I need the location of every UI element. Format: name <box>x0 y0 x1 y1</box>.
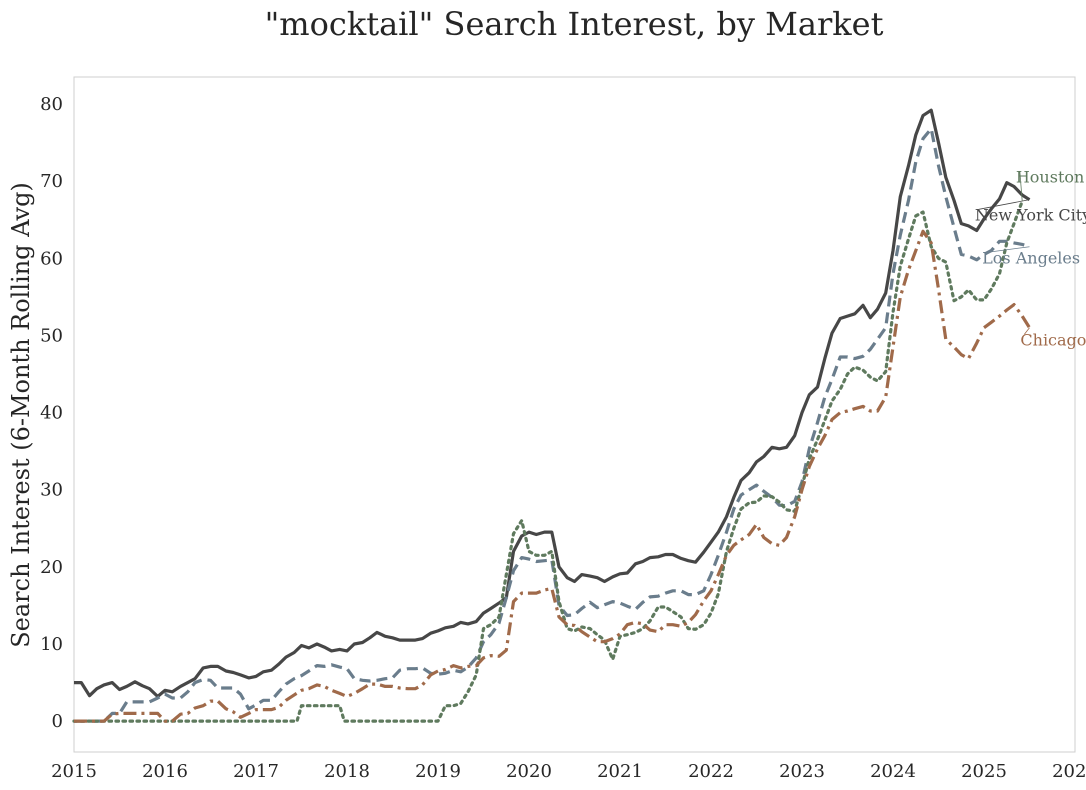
leader-line-houston <box>1019 171 1023 202</box>
leader-line-new-york-city <box>978 199 1030 210</box>
y-tick-label-30: 30 <box>40 480 63 501</box>
series-line-new-york-city <box>74 108 1031 699</box>
x-tick-label-2017: 2017 <box>233 761 279 782</box>
y-tick-label-40: 40 <box>40 403 63 424</box>
x-tick-label-2016: 2016 <box>142 761 188 782</box>
y-tick-label-80: 80 <box>40 94 63 115</box>
series-line-chicago <box>74 229 1031 723</box>
y-tick-label-70: 70 <box>40 171 63 192</box>
x-tick-label-2026: 2026 <box>1052 761 1086 782</box>
x-tick-label-2023: 2023 <box>779 761 825 782</box>
x-tick-label-2019: 2019 <box>415 761 461 782</box>
series-label-los-angeles: Los Angeles <box>982 249 1080 268</box>
y-tick-label-0: 0 <box>52 711 63 732</box>
x-tick-label-2015: 2015 <box>51 761 97 782</box>
y-tick-label-10: 10 <box>40 634 63 655</box>
y-tick-label-20: 20 <box>40 557 63 578</box>
series-label-houston: Houston <box>1016 168 1084 187</box>
x-tick-label-2020: 2020 <box>506 761 552 782</box>
series-label-chicago: Chicago <box>1020 330 1086 349</box>
series-label-new-york-city: New York City <box>975 205 1086 224</box>
x-tick-label-2021: 2021 <box>597 761 643 782</box>
y-tick-label-50: 50 <box>40 325 63 346</box>
leader-line-chicago <box>1024 327 1030 335</box>
series-line-los-angeles <box>74 127 1030 723</box>
x-tick-label-2025: 2025 <box>961 761 1007 782</box>
y-tick-labels: 0 10 20 30 40 50 60 70 80 <box>40 94 63 732</box>
x-tick-label-2022: 2022 <box>688 761 734 782</box>
y-tick-label-60: 60 <box>40 248 63 269</box>
leader-line-los-angeles <box>986 246 1030 253</box>
series-labels: New York City Los Angeles Houston Chicago <box>975 168 1086 350</box>
chart-title: "mocktail" Search Interest, by Market <box>265 5 884 43</box>
plot-frame <box>73 76 1076 753</box>
x-tick-label-2024: 2024 <box>870 761 916 782</box>
x-tick-label-2018: 2018 <box>324 761 370 782</box>
series-line-houston <box>72 199 1024 723</box>
x-tick-labels: 2015 2016 2017 2018 2019 2020 2021 2022 2023 2024… <box>51 761 1086 782</box>
y-axis-label: Search Interest (6-Month Rolling Avg) <box>7 182 35 648</box>
series-lines <box>72 108 1031 723</box>
